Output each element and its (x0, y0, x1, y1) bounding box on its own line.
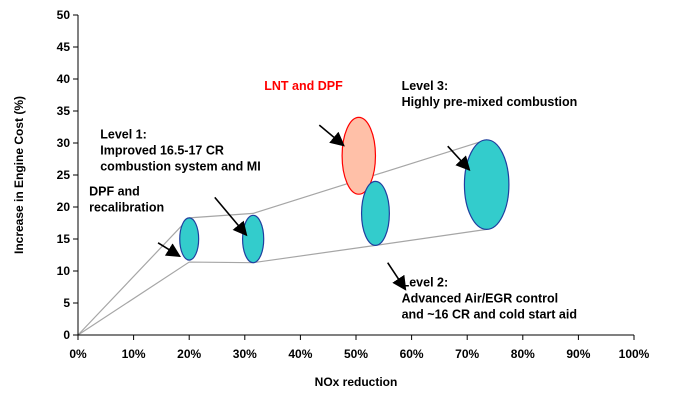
ellipse-lnt (341, 116, 377, 195)
annotation-1: DPF and recalibration (89, 184, 164, 214)
annotation-text-line: recalibration (89, 200, 164, 214)
annotation-text-line: Improved 16.5-17 CR (100, 144, 224, 158)
y-tick-label: 25 (57, 168, 71, 182)
x-tick-label: 60% (400, 347, 424, 361)
tick-labels: 0 5 10 15 20 25 30 35 40 45 50 0% 10% 20% 30% 40% 50% 60%… (57, 8, 650, 361)
annotation-arrow-3 (318, 124, 345, 147)
x-tick-label: 90% (566, 347, 590, 361)
axes (73, 14, 635, 340)
annotation-text-line: Level 2: (402, 275, 449, 289)
annotation-arrows (157, 124, 471, 291)
ellipse-level3 (463, 139, 510, 231)
annotation-text-line: and ~16 CR and cold start aid (402, 307, 577, 321)
annotation-text-line: combustion system and MI (100, 160, 260, 174)
y-tick-label: 10 (57, 264, 71, 278)
annotation-text-line: Advanced Air/EGR control (402, 291, 559, 305)
technology-ellipses (179, 116, 510, 264)
y-tick-label: 45 (57, 40, 71, 54)
y-tick-label: 50 (57, 8, 71, 22)
y-tick-label: 20 (57, 200, 71, 214)
x-tick-label: 30% (233, 347, 257, 361)
annotation-text-line: Highly pre-mixed combustion (402, 95, 578, 109)
annotation-text-line: Level 1: (100, 128, 147, 142)
y-tick-label: 40 (57, 72, 71, 86)
annotation-2: Level 1: Improved 16.5-17 CR combustion sy… (100, 128, 260, 174)
annotation-text-line: Level 3: (402, 79, 449, 93)
y-tick-label: 15 (57, 232, 71, 246)
x-tick-label: 10% (122, 347, 146, 361)
x-tick-label: 100% (619, 347, 650, 361)
x-tick-label: 80% (511, 347, 535, 361)
annotation-arrow-1 (157, 242, 181, 258)
ellipse-dpf (179, 217, 200, 261)
y-tick-label: 35 (57, 104, 71, 118)
x-tick-label: 0% (69, 347, 87, 361)
ellipse-level2 (360, 180, 390, 246)
x-tick-label: 40% (288, 347, 312, 361)
annotation-arrow-2 (214, 196, 248, 237)
annotation-text-line: LNT and DPF (264, 79, 343, 93)
ellipse-level1 (241, 214, 265, 264)
annotation-3: LNT and DPF (264, 79, 343, 93)
annotation-text-line: DPF and (89, 184, 140, 198)
x-tick-label: 50% (344, 347, 368, 361)
annotations: DPF and recalibration Level 1: Improved 16.… (89, 79, 577, 321)
x-axis-title: NOx reduction (315, 375, 398, 389)
y-tick-label: 30 (57, 136, 71, 150)
annotation-arrow-4 (447, 145, 471, 171)
annotation-5: Level 2: Advanced Air/EGR control and ~16 … (402, 275, 577, 321)
y-axis-title: Increase in Engine Cost (%) (12, 96, 26, 254)
y-tick-label: 5 (63, 296, 70, 310)
annotation-arrow-5 (387, 262, 407, 291)
annotation-4: Level 3: Highly pre-mixed combustion (402, 79, 578, 109)
y-tick-label: 0 (63, 328, 70, 342)
x-tick-label: 20% (177, 347, 201, 361)
x-tick-label: 70% (455, 347, 479, 361)
